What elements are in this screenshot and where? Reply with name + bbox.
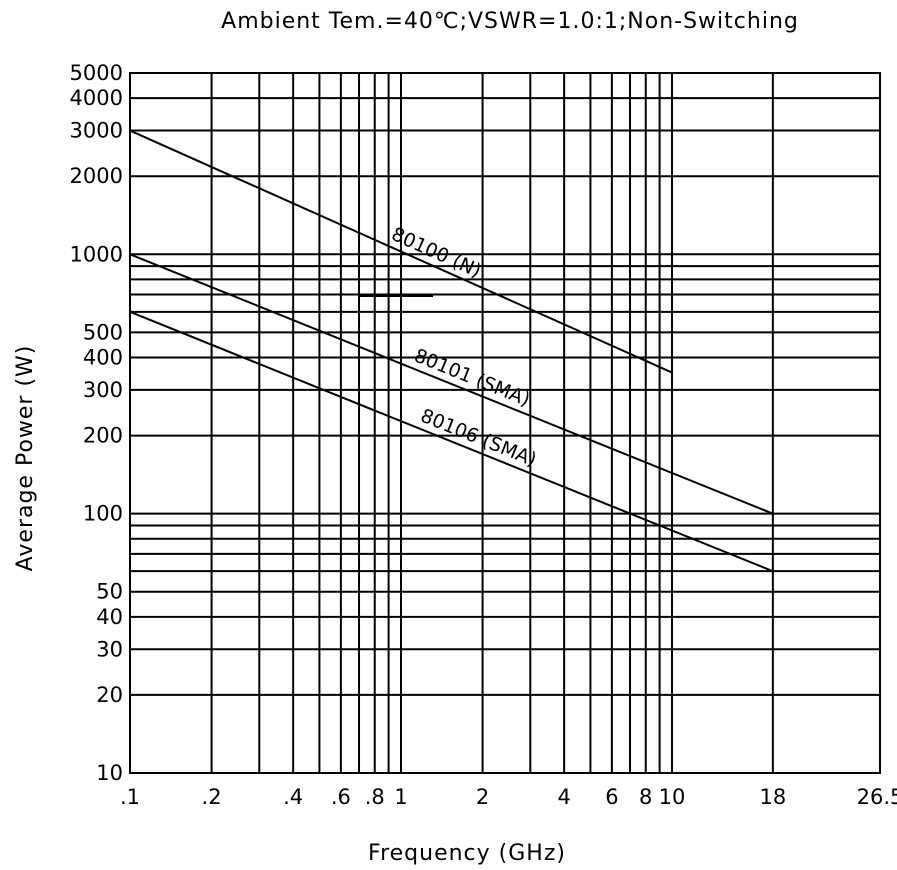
y-tick-label: 5000 bbox=[70, 61, 123, 85]
y-tick-label: 10 bbox=[96, 761, 123, 785]
series-line bbox=[129, 253, 774, 515]
x-tick-label: 2 bbox=[476, 785, 489, 809]
y-tick-label: 3000 bbox=[70, 119, 123, 143]
y-axis-label: Average Power (W) bbox=[13, 345, 38, 572]
series-line bbox=[129, 310, 774, 573]
x-tick-label: .4 bbox=[283, 785, 303, 809]
y-tick-label: 40 bbox=[96, 605, 123, 629]
y-tick-label: 20 bbox=[96, 683, 123, 707]
y-tick-label: 200 bbox=[83, 424, 123, 448]
chart-title: Ambient Tem.=40℃;VSWR=1.0:1;Non-Switchin… bbox=[221, 9, 799, 34]
y-tick-label: 50 bbox=[96, 580, 123, 604]
x-tick-label: 4 bbox=[557, 785, 570, 809]
y-tick-label: 1000 bbox=[70, 242, 123, 266]
x-tick-label: 10 bbox=[659, 785, 686, 809]
grid bbox=[129, 72, 881, 774]
y-tick-label: 400 bbox=[83, 345, 123, 369]
series-label: 80101 (SMA) bbox=[411, 345, 533, 411]
x-axis-ticks: .1 .2 .4 .6 .8 1 2 4 6 8 10 18 26.5 bbox=[120, 785, 897, 809]
x-tick-label: 8 bbox=[639, 785, 652, 809]
y-tick-label: 300 bbox=[83, 378, 123, 402]
plot-frame bbox=[129, 72, 881, 774]
x-tick-label: .1 bbox=[120, 785, 140, 809]
series-group: 80100 (N)80101 (SMA)80106 (SMA) bbox=[129, 129, 774, 573]
x-tick-label: .8 bbox=[365, 785, 385, 809]
x-tick-label: .6 bbox=[331, 785, 351, 809]
y-tick-label: 4000 bbox=[70, 86, 123, 110]
x-tick-label: 26.5 bbox=[857, 785, 897, 809]
series-line bbox=[129, 129, 673, 374]
x-tick-label: .2 bbox=[202, 785, 222, 809]
y-tick-label: 100 bbox=[83, 502, 123, 526]
x-tick-label: 18 bbox=[759, 785, 786, 809]
y-tick-label: 2000 bbox=[70, 164, 123, 188]
y-tick-label: 500 bbox=[83, 320, 123, 344]
x-axis-label: Frequency (GHz) bbox=[368, 841, 566, 866]
x-tick-label: 6 bbox=[605, 785, 618, 809]
series-label: 80106 (SMA) bbox=[417, 405, 539, 471]
x-tick-label: 1 bbox=[394, 785, 407, 809]
y-tick-label: 30 bbox=[96, 637, 123, 661]
